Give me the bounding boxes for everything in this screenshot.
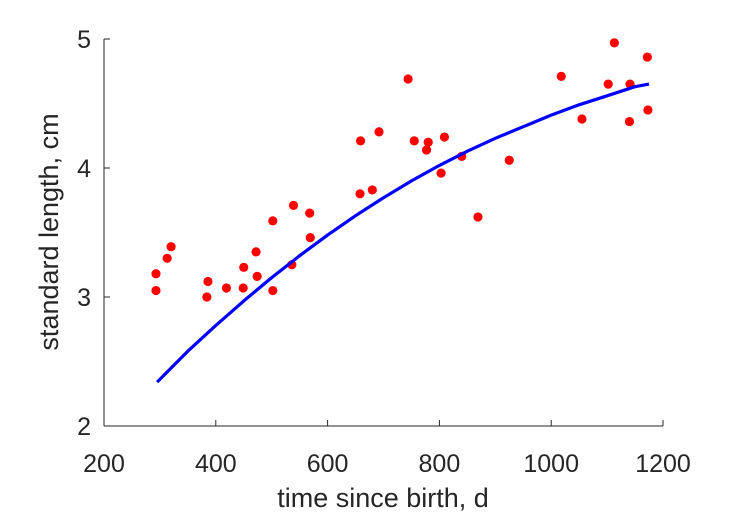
x-tick-label: 600 bbox=[307, 450, 349, 478]
data-point bbox=[151, 269, 161, 279]
data-point bbox=[166, 242, 176, 252]
data-point bbox=[367, 185, 377, 195]
data-point bbox=[288, 200, 299, 211]
data-point bbox=[162, 253, 172, 263]
data-point bbox=[239, 262, 249, 272]
x-tick-label: 800 bbox=[419, 450, 461, 478]
data-point bbox=[238, 283, 248, 293]
data-point bbox=[374, 127, 384, 137]
data-points bbox=[151, 38, 653, 302]
y-axis-title: standard length, cm bbox=[34, 113, 64, 350]
data-point bbox=[577, 114, 587, 124]
y-tick-label: 5 bbox=[77, 26, 91, 54]
data-point bbox=[221, 283, 232, 293]
data-point bbox=[251, 247, 261, 257]
x-tick-label: 1200 bbox=[635, 450, 691, 478]
x-tick-label: 400 bbox=[195, 450, 237, 478]
data-point bbox=[473, 212, 483, 222]
plot-area: 200 400 600 800 1000 1200 2 3 4 5 bbox=[77, 26, 691, 478]
fit-curve bbox=[155, 82, 650, 384]
y-tick-label: 2 bbox=[77, 413, 91, 441]
x-axis-title: time since birth, d bbox=[277, 483, 489, 513]
y-tick-label: 4 bbox=[77, 155, 91, 183]
data-point bbox=[423, 137, 433, 147]
data-point bbox=[642, 52, 652, 62]
x-tick-label: 200 bbox=[83, 450, 125, 478]
data-point bbox=[202, 292, 212, 302]
data-point bbox=[305, 233, 315, 243]
y-axis-ticks: 2 3 4 5 bbox=[77, 26, 110, 441]
data-point bbox=[504, 155, 514, 165]
data-point bbox=[409, 136, 419, 146]
data-point bbox=[643, 105, 653, 115]
data-point bbox=[609, 38, 619, 48]
data-point bbox=[355, 136, 366, 146]
data-point bbox=[556, 71, 566, 82]
data-point bbox=[624, 116, 635, 127]
data-point bbox=[403, 74, 413, 84]
data-point bbox=[151, 285, 161, 296]
y-tick-label: 3 bbox=[77, 284, 91, 312]
data-point bbox=[436, 168, 446, 178]
x-axis-ticks: 200 400 600 800 1000 1200 bbox=[83, 420, 691, 478]
data-point bbox=[203, 276, 213, 287]
x-tick-label: 1000 bbox=[523, 450, 579, 478]
data-point bbox=[268, 285, 278, 296]
data-point bbox=[355, 189, 365, 199]
data-point bbox=[268, 216, 278, 226]
fit-curves bbox=[155, 82, 650, 384]
data-point bbox=[305, 208, 315, 218]
data-point bbox=[252, 271, 262, 281]
data-point bbox=[421, 145, 432, 155]
data-point bbox=[603, 79, 613, 89]
data-point bbox=[439, 132, 450, 142]
